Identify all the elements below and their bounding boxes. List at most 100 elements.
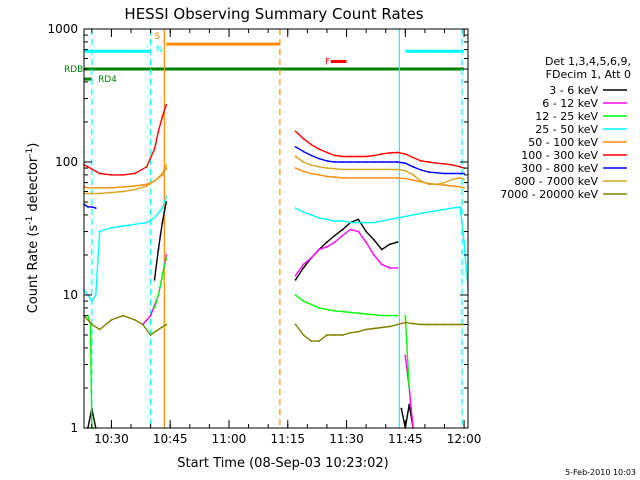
series-3-point-1-3 (318, 216, 321, 219)
axes: 10:30 10:45 11:00 11:15 11:30 11:45 12:00 1 10 10… (47, 22, 481, 446)
series-8-point-1-13 (396, 323, 399, 326)
series-2-segment-3 (404, 315, 410, 389)
series-8-point-0-4 (122, 314, 125, 317)
series-4-point-0-3 (110, 186, 113, 189)
series-8-point-0-6 (141, 323, 144, 326)
series-8-point-1-9 (365, 328, 368, 331)
series-0-point-2-9 (365, 230, 368, 233)
series-4-point-0-2 (98, 186, 101, 189)
series-6-point-1-14 (404, 162, 407, 165)
series-5-point-1-8 (357, 155, 360, 158)
series-7-point-1-6 (341, 168, 344, 171)
series-1-point-0-4 (165, 254, 168, 256)
series-3-point-0-11 (165, 195, 168, 198)
series-0-point-2-12 (388, 243, 391, 246)
series-7-point-1-7 (349, 168, 352, 171)
series-2-point-2-3 (318, 306, 321, 309)
series-3-point-1-22 (463, 241, 465, 243)
series-3-point-0-5 (110, 226, 113, 229)
series-8-point-1-10 (373, 327, 375, 330)
legend-label-2: 12 - 25 keV (535, 110, 598, 123)
series-7-segment-0 (84, 164, 167, 195)
series-5-point-0-3 (110, 173, 113, 176)
series-7-point-1-18 (435, 183, 438, 186)
series-0-point-1-4 (163, 211, 166, 214)
x-tick-label-4: 11:30 (329, 432, 364, 446)
series-8-point-1-18 (435, 323, 438, 326)
series-3-point-0-2 (90, 300, 93, 302)
series-4-point-1-9 (365, 176, 368, 179)
series-1-point-1-9 (365, 241, 368, 243)
series-2-point-2-4 (326, 308, 328, 311)
series-0-point-2-1 (302, 266, 305, 269)
legend-label-0: 3 - 6 keV (549, 84, 598, 97)
series-5-point-1-21 (459, 165, 462, 168)
series-4-point-1-11 (380, 176, 383, 179)
series-3-point-1-16 (420, 212, 422, 215)
series-3-point-0-6 (122, 225, 125, 227)
series-5-point-1-13 (396, 151, 399, 154)
series-3-point-1-20 (451, 207, 454, 210)
series-5-point-0-1 (87, 165, 89, 168)
series-4-point-0-4 (122, 185, 125, 188)
x-tick-label-5: 11:45 (388, 432, 423, 446)
event-lines (91, 29, 463, 428)
series-3-point-1-0 (294, 207, 297, 210)
flag-label-n: N (156, 45, 163, 55)
series-6-point-1-5 (333, 161, 336, 163)
series-8-point-1-15 (412, 322, 415, 325)
series-6-point-0-3 (94, 207, 97, 210)
series-5-point-1-3 (318, 148, 321, 151)
y-tick-label-2: 100 (55, 155, 78, 169)
series-4-point-1-13 (396, 176, 399, 179)
series-lines (83, 103, 469, 429)
series-1-point-0-1 (149, 314, 152, 317)
series-6-point-1-7 (349, 161, 352, 163)
series-2-point-2-13 (396, 314, 399, 317)
series-0-segment-3 (400, 404, 414, 429)
legend-header-1: FDecim 1, Att 0 (546, 68, 631, 81)
series-0-point-2-5 (333, 234, 336, 237)
series-1-point-1-12 (388, 266, 391, 269)
series-1-point-1-1 (302, 263, 305, 266)
series-3-point-1-4 (326, 218, 328, 221)
series-7-point-1-3 (318, 165, 321, 168)
series-5-point-1-9 (365, 155, 368, 158)
series-0-point-2-6 (341, 228, 344, 231)
series-3-point-0-8 (145, 221, 148, 224)
series-3-point-1-17 (427, 211, 430, 214)
series-7-point-1-14 (404, 169, 407, 172)
series-4-point-0-1 (87, 186, 89, 189)
series-4-point-1-2 (310, 172, 313, 175)
series-6-point-1-15 (412, 165, 415, 168)
series-7-point-1-4 (326, 167, 328, 169)
series-5-point-1-20 (451, 164, 454, 166)
series-8-point-1-1 (302, 334, 305, 336)
series-0-point-1-1 (157, 248, 160, 251)
x-tick-label-0: 10:30 (94, 432, 129, 446)
series-8-point-0-8 (157, 328, 160, 331)
series-8-point-1-20 (451, 323, 454, 326)
series-1-point-1-6 (341, 234, 344, 237)
series-8-point-1-7 (349, 331, 352, 334)
series-3-point-1-2 (310, 214, 313, 216)
series-5-point-1-15 (412, 156, 415, 159)
series-5-point-1-10 (373, 154, 375, 157)
series-8-point-1-21 (459, 323, 462, 326)
series-8-point-1-0 (294, 323, 297, 326)
series-3-segment-0 (83, 196, 167, 303)
series-3-point-1-15 (412, 214, 415, 216)
series-5-point-1-14 (404, 153, 407, 155)
flag-label-f: F (325, 57, 330, 67)
series-0-point-3-2 (408, 403, 411, 406)
series-6-point-1-2 (310, 154, 313, 157)
series-8-point-0-7 (149, 334, 152, 336)
series-6-point-1-0 (294, 145, 297, 148)
chart-title: HESSI Observing Summary Count Rates (124, 5, 423, 23)
series-4-point-1-20 (451, 185, 454, 187)
series-5-point-0-2 (98, 172, 101, 175)
series-7-point-1-2 (310, 164, 313, 166)
series-2-point-2-6 (341, 310, 344, 313)
series-8-point-1-5 (333, 334, 336, 336)
legend-label-5: 100 - 300 keV (521, 149, 598, 162)
